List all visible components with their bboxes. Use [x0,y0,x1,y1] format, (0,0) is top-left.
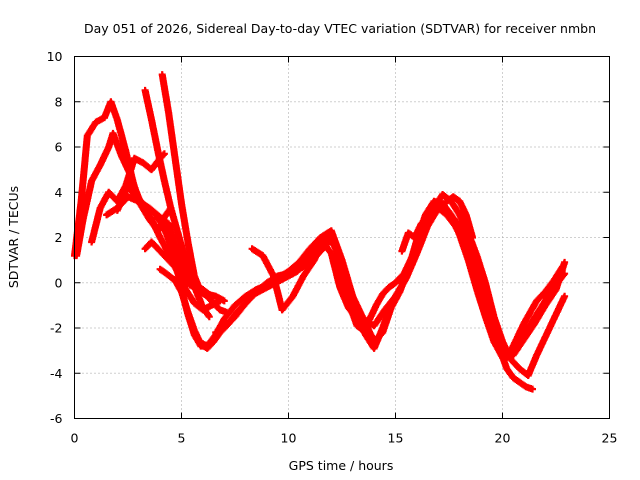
chart-title: Day 051 of 2026, Sidereal Day-to-day VTE… [84,21,596,36]
plot-frame [74,56,610,419]
point-markers [490,324,536,393]
x-tick-label: 15 [388,431,404,446]
point-markers [141,86,213,321]
data-points [71,71,569,393]
x-tick-label: 5 [178,431,186,446]
y-axis-label: SDTVAR / TECUs [6,186,21,288]
point-markers [113,182,175,235]
series-track-g [141,86,213,321]
series-track-m [490,324,536,393]
series-track-h [158,71,230,316]
x-axis-label: GPS time / hours [289,458,394,473]
y-tick-label: 10 [47,49,63,64]
point-markers [158,71,230,316]
x-tick-label: 25 [602,431,618,446]
y-tick-label: 2 [55,230,63,245]
x-tick-label: 0 [71,431,79,446]
y-tick-label: 6 [55,140,63,155]
series-track-e [113,182,175,235]
point-markers [398,193,476,255]
y-tick-label: -6 [50,411,63,426]
y-tick-label: 8 [55,94,63,109]
y-tick-label: -2 [50,321,62,336]
tick-labels: 0 5 10 15 20 25 -6 -4 -2 0 2 4 6 8 10 [47,49,618,446]
x-tick-label: 20 [495,431,511,446]
y-tick-label: -4 [50,366,63,381]
y-tick-label: 0 [55,275,63,290]
series-track-n [398,193,476,255]
y-tick-label: 4 [55,185,63,200]
x-tick-label: 10 [281,431,297,446]
